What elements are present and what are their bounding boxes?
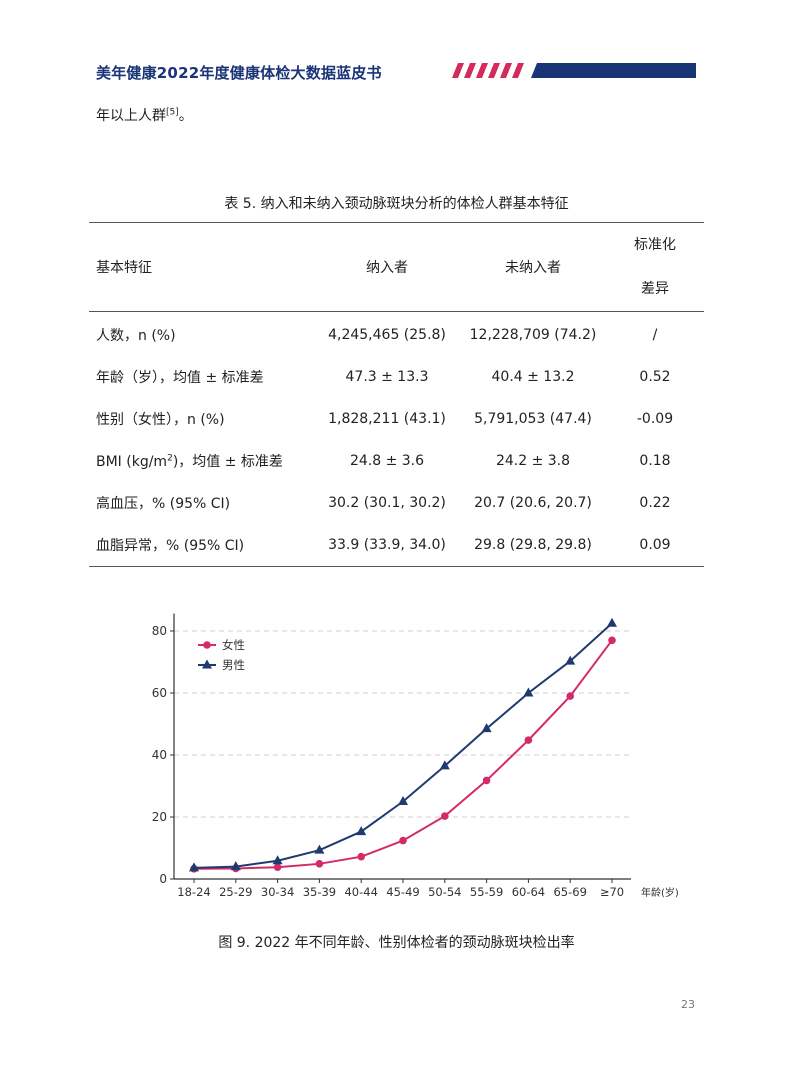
x-tick-label: 60-64 — [512, 885, 545, 899]
characteristics-table: 基本特征 纳入者 未纳入者 标准化 差异 人数，n (%) 4,245,465 (… — [89, 222, 704, 567]
x-tick-label: 35-39 — [303, 885, 336, 899]
cell-included: 47.3 ± 13.3 — [345, 369, 429, 385]
x-tick-label: 40-44 — [344, 885, 377, 899]
legend-marker — [203, 641, 211, 649]
table-row: 血脂异常，% (95% CI) 33.9 (33.9, 34.0) 29.8 (… — [89, 524, 704, 567]
y-tick-label: 40 — [152, 748, 167, 762]
x-tick-label: 55-59 — [470, 885, 503, 899]
x-tick-label: 25-29 — [219, 885, 252, 899]
data-point-female — [482, 776, 491, 785]
cell-smd: / — [652, 327, 658, 343]
header-included: 纳入者 — [314, 222, 460, 312]
cell-excluded: 12,228,709 (74.2) — [469, 327, 597, 343]
body-paragraph: 年以上人群[5]。 — [96, 105, 193, 125]
data-point-male — [523, 687, 534, 697]
cell-feature: 年龄（岁），均值 ± 标准差 — [96, 370, 264, 386]
cell-excluded: 24.2 ± 3.8 — [495, 453, 571, 469]
data-point-female — [566, 692, 574, 700]
header-feature: 基本特征 — [89, 222, 314, 312]
y-tick-label: 0 — [159, 872, 167, 886]
legend-label: 男性 — [222, 658, 245, 672]
data-point-female — [315, 860, 324, 868]
cell-included: 33.9 (33.9, 34.0) — [314, 524, 460, 567]
table-row: 性别（女性），n (%) 1,828,211 (43.1) 5,791,053 … — [89, 398, 704, 440]
data-point-male — [398, 796, 408, 805]
x-tick-label: 65-69 — [553, 885, 586, 899]
table-row: 人数，n (%) 4,245,465 (25.8) 12,228,709 (74… — [89, 312, 704, 357]
cell-included: 1,828,211 (43.1) — [328, 411, 446, 427]
data-point-female — [399, 836, 407, 845]
x-tick-label: 30-34 — [261, 885, 294, 899]
x-tick-label: 50-54 — [428, 885, 461, 899]
table-title: 表 5. 纳入和未纳入颈动脉斑块分析的体检人群基本特征 — [224, 196, 569, 212]
legend-label: 女性 — [222, 638, 245, 652]
cell-smd: 0.22 — [639, 495, 671, 511]
cell-included: 4,245,465 (25.8) — [328, 327, 446, 343]
legend-marker — [202, 659, 212, 669]
series-line-male — [193, 622, 613, 869]
citation-ref: [5] — [166, 107, 179, 118]
cell-included: 24.8 ± 3.6 — [349, 453, 425, 469]
x-tick-label: ≥70 — [600, 885, 624, 899]
cell-excluded: 40.4 ± 13.2 — [491, 369, 575, 385]
data-point-male — [189, 862, 199, 872]
cell-smd: 0.52 — [639, 369, 671, 385]
cell-excluded: 29.8 (29.8, 29.8) — [460, 524, 606, 567]
data-point-female — [608, 636, 616, 645]
table-row: 高血压，% (95% CI) 30.2 (30.1, 30.2) 20.7 (2… — [89, 482, 704, 524]
data-point-male — [314, 844, 325, 854]
data-point-male — [607, 617, 617, 627]
body-text: 年以上人群 — [96, 108, 166, 124]
data-point-female — [524, 736, 533, 744]
table-row: 年龄（岁），均值 ± 标准差 47.3 ± 13.3 40.4 ± 13.2 0… — [89, 356, 704, 398]
data-point-male — [565, 655, 576, 665]
table-header-row: 基本特征 纳入者 未纳入者 标准化 差异 — [89, 222, 704, 312]
cell-smd: 0.18 — [639, 453, 671, 469]
y-tick-label: 80 — [152, 624, 167, 638]
page-number: 23 — [681, 998, 695, 1011]
cell-excluded: 20.7 (20.6, 20.7) — [474, 495, 592, 511]
x-tick-label: 45-49 — [386, 885, 419, 899]
table-row: BMI (kg/m2)，均值 ± 标准差 24.8 ± 3.6 24.2 ± 3… — [89, 440, 704, 482]
running-header-title: 美年健康2022年度健康体检大数据蓝皮书 — [96, 64, 382, 82]
cell-smd: 0.09 — [606, 524, 704, 567]
cell-excluded: 5,791,053 (47.4) — [474, 411, 592, 427]
cell-feature: 性别（女性），n (%) — [96, 412, 225, 428]
body-text-end: 。 — [178, 108, 193, 124]
cell-feature: 人数，n (%) — [96, 328, 176, 344]
cell-feature: BMI (kg/m2)，均值 ± 标准差 — [96, 453, 283, 470]
cell-feature: 血脂异常，% (95% CI) — [89, 524, 314, 567]
header-smd: 标准化 差异 — [606, 222, 704, 312]
x-axis-label: 年龄(岁) — [641, 886, 679, 899]
data-point-male — [356, 826, 367, 836]
header-excluded: 未纳入者 — [460, 222, 606, 312]
cell-smd: -0.09 — [636, 411, 674, 427]
data-point-male — [481, 723, 492, 733]
cell-feature: 高血压，% (95% CI) — [96, 496, 231, 512]
y-tick-label: 60 — [152, 686, 167, 700]
detection-rate-line-chart: 0 20 40 60 80 18-24 25-29 30-34 35-39 40-44 45-49 5… — [152, 613, 679, 899]
figure-caption: 图 9. 2022 年不同年龄、性别体检者的颈动脉斑块检出率 — [218, 935, 575, 951]
y-tick-label: 20 — [152, 810, 167, 824]
header-stripe-bar — [452, 63, 696, 78]
data-point-male — [272, 855, 283, 865]
cell-included: 30.2 (30.1, 30.2) — [328, 495, 446, 511]
data-point-male — [230, 861, 241, 871]
data-point-male — [439, 760, 450, 770]
data-point-female — [357, 852, 365, 861]
data-point-female — [441, 812, 449, 820]
data-point-female — [273, 863, 282, 872]
x-tick-label: 18-24 — [177, 885, 210, 899]
